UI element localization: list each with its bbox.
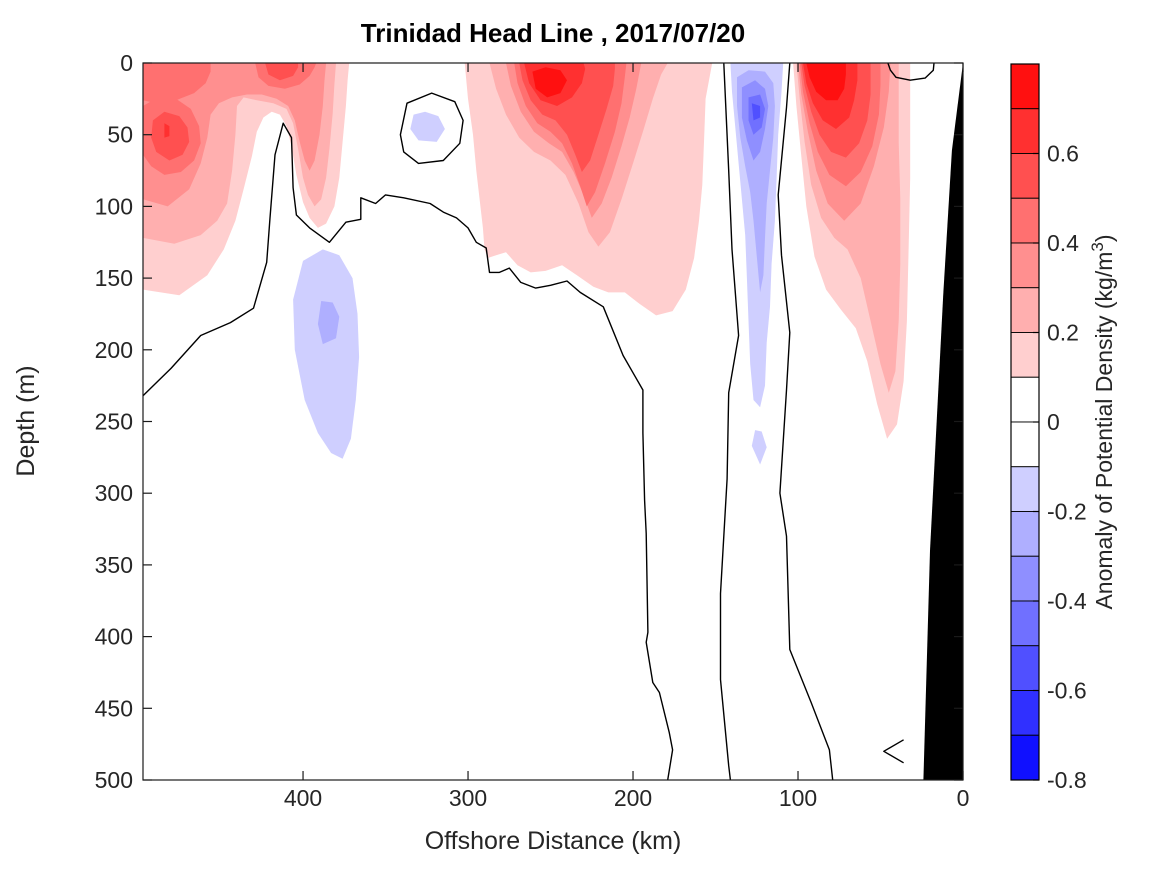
zero-contour-lines bbox=[143, 63, 935, 780]
colorbar-segment bbox=[1010, 108, 1040, 154]
filled-contour-regions bbox=[143, 63, 911, 465]
contour-fill-band bbox=[265, 63, 299, 81]
axis-ticks bbox=[143, 62, 964, 781]
y-tick-label: 300 bbox=[95, 480, 133, 506]
y-tick-label: 150 bbox=[95, 265, 133, 291]
contour-fill-band bbox=[151, 111, 190, 161]
colorbar-segment bbox=[1010, 376, 1040, 423]
land-bathymetry-mask bbox=[923, 63, 963, 780]
colorbar-tick-label: -0.4 bbox=[1047, 588, 1087, 614]
zero-contour-line bbox=[399, 92, 464, 165]
colorbar-segment bbox=[1010, 242, 1040, 289]
colorbar-segment bbox=[1010, 287, 1040, 333]
colorbar-segment bbox=[1010, 511, 1040, 557]
axis-tick-labels: 400 300 200 100 0 0 50 100 150 200 250 300 350 400 450… bbox=[95, 50, 970, 811]
contour-fill-band bbox=[143, 63, 327, 207]
colorbar-segment bbox=[1010, 734, 1040, 781]
y-tick-label: 50 bbox=[107, 122, 133, 148]
y-tick-label: 450 bbox=[95, 695, 133, 721]
contour-fill-band bbox=[143, 63, 211, 104]
contour-fill-band bbox=[532, 67, 567, 98]
colorbar-segment bbox=[1010, 466, 1040, 512]
colorbar-tick-label: 0.6 bbox=[1047, 141, 1079, 167]
y-tick-label: 500 bbox=[95, 767, 133, 793]
colorbar-segment bbox=[1010, 690, 1040, 736]
x-tick-label: 100 bbox=[779, 785, 817, 811]
zero-contour-line bbox=[887, 63, 935, 81]
y-tick-label: 350 bbox=[95, 552, 133, 578]
colorbar-axis-label: Anomaly of Potential Density (kg/m3) bbox=[1088, 234, 1117, 609]
y-tick-label: 250 bbox=[95, 409, 133, 435]
contour-fill-band bbox=[751, 103, 761, 121]
y-tick-label: 200 bbox=[95, 337, 133, 363]
zero-contour-line bbox=[777, 63, 834, 780]
colorbar-tick-label: 0 bbox=[1047, 409, 1060, 435]
colorbar-segment bbox=[1010, 645, 1040, 691]
contour-fill-band bbox=[293, 249, 360, 459]
colorbar-segment bbox=[1010, 153, 1040, 199]
land-mask-polygon bbox=[923, 63, 963, 780]
colorbar-segment bbox=[1010, 332, 1040, 378]
contour-fill-band bbox=[317, 301, 340, 345]
y-axis-label: Depth (m) bbox=[12, 365, 40, 476]
colorbar: 0.6 0.4 0.2 0 -0.2 -0.4 -0.6 -0.8 bbox=[1010, 63, 1087, 793]
colorbar-tick-label: 0.4 bbox=[1047, 230, 1079, 256]
x-tick-label: 0 bbox=[957, 785, 970, 811]
colorbar-tick-label: -0.6 bbox=[1047, 678, 1087, 704]
colorbar-tick-label: 0.2 bbox=[1047, 320, 1079, 346]
y-tick-label: 100 bbox=[95, 193, 133, 219]
colorbar-tick-label: -0.8 bbox=[1047, 767, 1087, 793]
colorbar-segment bbox=[1010, 600, 1040, 647]
y-tick-label: 400 bbox=[95, 624, 133, 650]
chart-title: Trinidad Head Line , 2017/07/20 bbox=[361, 18, 745, 48]
colorbar-segment bbox=[1010, 421, 1040, 468]
x-tick-label: 200 bbox=[614, 785, 652, 811]
contour-fill-band bbox=[164, 123, 170, 138]
colorbar-tick-label: -0.2 bbox=[1047, 499, 1087, 525]
contour-fill-band bbox=[751, 430, 767, 465]
x-tick-label: 400 bbox=[284, 785, 322, 811]
x-tick-label: 300 bbox=[449, 785, 487, 811]
colorbar-segment bbox=[1010, 555, 1040, 602]
zero-contour-line bbox=[883, 739, 904, 764]
contour-fill-band bbox=[806, 63, 846, 101]
contour-fill-band bbox=[410, 111, 445, 142]
zero-contour-line bbox=[719, 63, 740, 780]
colorbar-segment bbox=[1010, 63, 1040, 110]
zero-contour-line bbox=[143, 122, 674, 780]
colorbar-segment bbox=[1010, 197, 1040, 244]
x-axis-label: Offshore Distance (km) bbox=[425, 827, 682, 855]
y-tick-label: 0 bbox=[120, 50, 133, 76]
